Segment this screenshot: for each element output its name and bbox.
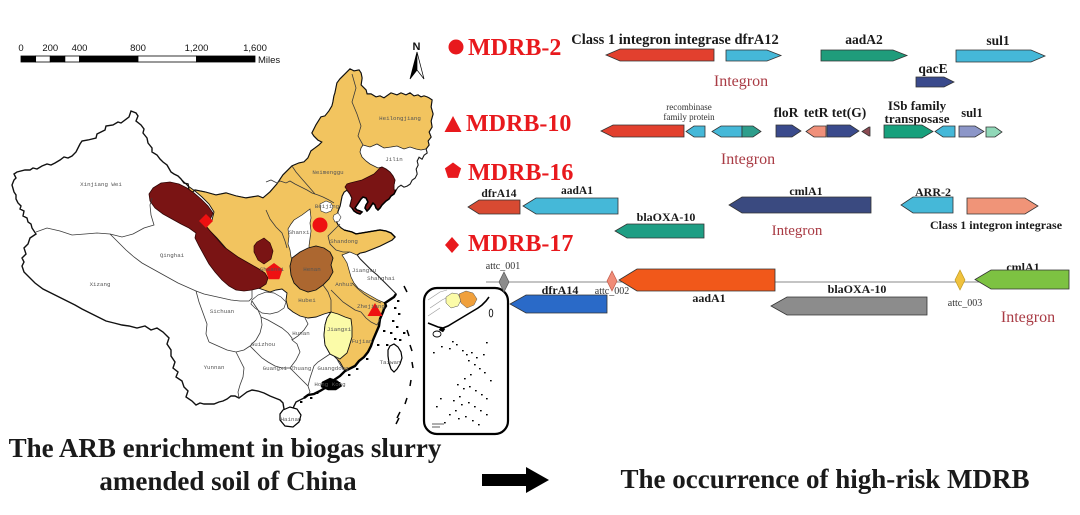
svg-text:attc_001: attc_001 [486,261,520,272]
svg-text:transposase: transposase [884,111,949,126]
svg-text:Guangxi Zhuang: Guangxi Zhuang [263,365,312,372]
svg-text:Integron: Integron [721,151,775,168]
svg-text:sul1: sul1 [986,33,1010,48]
svg-text:MDRB-16: MDRB-16 [468,160,573,186]
svg-text:MDRB-17: MDRB-17 [468,231,573,257]
svg-text:Hainan: Hainan [281,416,302,423]
svg-text:blaOXA-10: blaOXA-10 [637,210,696,224]
svg-text:Hubei: Hubei [298,297,316,304]
svg-text:qacE: qacE [918,61,947,76]
svg-text:400: 400 [72,43,88,54]
svg-text:N: N [413,41,421,53]
svg-text:Integron: Integron [1001,309,1055,326]
svg-text:amended soil of China: amended soil of China [99,466,357,496]
svg-text:dfrA14: dfrA14 [481,188,516,200]
svg-text:attc_003: attc_003 [948,298,982,309]
svg-text:Zhejiang: Zhejiang [357,303,385,310]
svg-text:Anhui: Anhui [335,281,353,288]
svg-text:floR: floR [774,105,799,120]
svg-text:ISb family: ISb family [888,98,947,113]
svg-text:Hunan: Hunan [292,330,309,337]
svg-text:Class 1 integron integrase dfr: Class 1 integron integrase dfrA12 [571,32,779,48]
svg-text:Integron: Integron [714,73,768,90]
svg-text:The ARB enrichment in biogas s: The ARB enrichment in biogas slurry [9,433,442,463]
svg-text:Fujian: Fujian [352,338,373,345]
svg-text:recombinase: recombinase [666,102,711,112]
svg-text:aadA1: aadA1 [692,291,725,305]
svg-text:Jilin: Jilin [385,156,402,163]
svg-text:Class 1 integron integrase: Class 1 integron integrase [930,218,1063,232]
svg-text:blaOXA-10: blaOXA-10 [828,282,887,296]
svg-text:Yunnan: Yunnan [204,364,225,371]
svg-text:Miles: Miles [258,55,280,66]
svg-text:Taiwan: Taiwan [380,359,401,366]
svg-text:dfrA14: dfrA14 [542,283,579,297]
svg-text:ARR-2: ARR-2 [915,185,951,199]
svg-text:Guangdong: Guangdong [317,365,348,372]
svg-text:1,200: 1,200 [185,43,209,54]
svg-text:family protein: family protein [663,112,715,122]
svg-text:The occurrence of high-risk MD: The occurrence of high-risk MDRB [621,464,1030,494]
svg-text:sul1: sul1 [961,106,983,120]
svg-text:0: 0 [18,43,23,54]
svg-text:Henan: Henan [303,266,320,273]
svg-text:1,600: 1,600 [243,43,267,54]
svg-text:tetR tet(G): tetR tet(G) [804,105,867,120]
svg-text:Shanghai: Shanghai [367,275,395,282]
svg-text:800: 800 [130,43,146,54]
svg-text:Xizang: Xizang [90,281,111,288]
svg-text:cmlA1: cmlA1 [789,184,822,198]
svg-text:Jiangxi: Jiangxi [327,326,352,333]
svg-text:Shaanxi: Shaanxi [260,266,285,273]
svg-text:Sichuan: Sichuan [210,308,234,315]
svg-text:Shandong: Shandong [330,238,358,245]
svg-text:Hong Kong: Hong Kong [314,381,345,388]
svg-text:Neimenggu: Neimenggu [312,169,343,176]
svg-text:200: 200 [42,43,58,54]
svg-text:Guizhou: Guizhou [251,341,275,348]
svg-text:aadA1: aadA1 [561,185,593,197]
svg-text:Qinghai: Qinghai [160,252,185,259]
svg-text:Beijing: Beijing [315,203,339,210]
svg-text:Jiangsu: Jiangsu [352,267,376,274]
svg-text:Xinjiang Wei: Xinjiang Wei [80,181,122,188]
svg-text:MDRB-10: MDRB-10 [466,111,571,137]
svg-text:MDRB-2: MDRB-2 [468,35,561,61]
svg-text:Shanxi: Shanxi [289,229,310,236]
svg-text:aadA2: aadA2 [845,32,883,47]
svg-text:Heilongjiang: Heilongjiang [379,115,421,122]
svg-text:Integron: Integron [772,223,823,239]
